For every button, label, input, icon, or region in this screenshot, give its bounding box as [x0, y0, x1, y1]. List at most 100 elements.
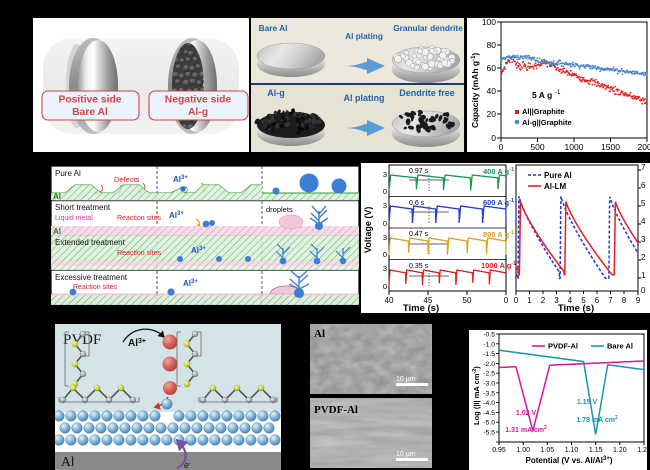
svg-text:Extended treatment: Extended treatment: [55, 238, 126, 247]
svg-text:Positive side: Positive side: [59, 95, 122, 106]
svg-text:Negative side: Negative side: [165, 95, 232, 106]
svg-text:-1.0: -1.0: [483, 341, 495, 348]
svg-text:0: 0: [383, 282, 387, 291]
svg-text:Voltage (V): Voltage (V): [363, 207, 373, 253]
svg-text:Al: Al: [314, 328, 325, 340]
svg-text:Al3+: Al3+: [173, 175, 188, 184]
svg-text:1: 1: [641, 271, 646, 280]
svg-text:2000: 2000: [638, 142, 650, 152]
svg-text:PVDF-Al: PVDF-Al: [548, 342, 578, 351]
svg-text:-4.0: -4.0: [483, 400, 495, 407]
svg-text:4: 4: [641, 217, 646, 226]
svg-text:Liquid metal: Liquid metal: [55, 215, 93, 222]
svg-text:1.00: 1.00: [516, 447, 530, 454]
svg-text:1.78 mA cm2: 1.78 mA cm2: [576, 415, 618, 424]
svg-text:1: 1: [527, 296, 532, 305]
svg-text:Pure Al: Pure Al: [55, 169, 81, 178]
svg-text:400 A g-1: 400 A g-1: [483, 167, 514, 176]
svg-text:-2.5: -2.5: [483, 371, 495, 378]
svg-text:50: 50: [463, 296, 472, 305]
svg-text:0: 0: [491, 133, 496, 143]
svg-text:5: 5: [641, 199, 646, 208]
svg-text:40: 40: [487, 86, 497, 96]
svg-text:2: 2: [541, 296, 546, 305]
svg-text:1500: 1500: [601, 142, 620, 152]
svg-text:Bare Al: Bare Al: [72, 107, 108, 118]
svg-text:Granular dendrite: Granular dendrite: [393, 23, 463, 33]
svg-text:Al plating: Al plating: [345, 31, 383, 41]
svg-text:Al: Al: [53, 227, 61, 236]
svg-text:PVDF-Al: PVDF-Al: [314, 404, 358, 416]
svg-text:600 A g-1: 600 A g-1: [483, 198, 514, 207]
svg-text:0: 0: [383, 250, 387, 259]
svg-text:1.31 mA cm2: 1.31 mA cm2: [505, 425, 547, 434]
svg-text:3: 3: [641, 235, 646, 244]
svg-text:7: 7: [608, 296, 613, 305]
svg-text:Al: Al: [61, 454, 75, 469]
svg-text:0.47 s: 0.47 s: [409, 231, 429, 238]
svg-text:0: 0: [499, 142, 504, 152]
svg-text:Short treatment: Short treatment: [55, 203, 111, 212]
svg-text:10 µm: 10 µm: [396, 376, 416, 383]
svg-text:Pure Al: Pure Al: [544, 171, 572, 180]
svg-text:Time (s): Time (s): [558, 303, 594, 313]
svg-text:0.35 s: 0.35 s: [409, 263, 429, 270]
svg-text:8: 8: [622, 296, 627, 305]
svg-text:0: 0: [383, 219, 387, 228]
svg-text:Reaction sites: Reaction sites: [73, 284, 117, 291]
svg-text:Time (s): Time (s): [403, 303, 439, 313]
svg-text:0.97 s: 0.97 s: [409, 168, 429, 175]
svg-text:-5.5: -5.5: [483, 430, 495, 437]
svg-text:6: 6: [641, 181, 646, 190]
svg-text:Excessive treatment: Excessive treatment: [55, 273, 128, 282]
svg-text:Al||Graphite: Al||Graphite: [522, 107, 565, 116]
svg-text:7: 7: [641, 163, 646, 172]
svg-text:1.02 V: 1.02 V: [516, 410, 537, 417]
svg-text:9: 9: [636, 296, 641, 305]
svg-text:Al-g||Graphite: Al-g||Graphite: [522, 118, 572, 127]
svg-text:1.15 V: 1.15 V: [577, 399, 598, 406]
svg-text:6: 6: [595, 296, 600, 305]
svg-text:droplets: droplets: [266, 205, 293, 214]
svg-text:0: 0: [504, 296, 509, 305]
svg-text:-4.5: -4.5: [483, 410, 495, 417]
svg-text:Al-g: Al-g: [188, 107, 208, 118]
svg-text:Dendrite free: Dendrite free: [399, 88, 455, 98]
svg-text:Al3+: Al3+: [169, 211, 184, 220]
svg-text:-3.0: -3.0: [483, 381, 495, 388]
svg-text:1000: 1000: [565, 142, 584, 152]
svg-text:Capacity (mAh g-1): Capacity (mAh g-1): [470, 53, 480, 128]
svg-text:Defects: Defects: [114, 175, 140, 184]
svg-text:1.15: 1.15: [589, 447, 603, 454]
svg-text:Reaction sites: Reaction sites: [117, 215, 161, 222]
svg-text:Potential (V vs. Al/Al3+): Potential (V vs. Al/Al3+): [525, 456, 612, 465]
svg-text:3: 3: [383, 201, 387, 210]
svg-text:Al-g: Al-g: [267, 88, 285, 98]
svg-text:1.05: 1.05: [540, 447, 554, 454]
svg-text:Reaction sites: Reaction sites: [117, 250, 161, 257]
svg-text:0.95: 0.95: [492, 447, 506, 454]
svg-text:2: 2: [641, 253, 646, 262]
svg-text:3: 3: [383, 233, 387, 242]
svg-text:40: 40: [385, 296, 394, 305]
svg-text:Al: Al: [53, 192, 61, 201]
svg-text:-0.5: -0.5: [483, 332, 495, 339]
svg-text:3: 3: [383, 264, 387, 273]
svg-text:1000 A g-1: 1000 A g-1: [481, 261, 516, 270]
svg-text:-1.5: -1.5: [483, 351, 495, 358]
svg-text:1.20: 1.20: [613, 447, 627, 454]
svg-text:1.10: 1.10: [565, 447, 579, 454]
svg-text:Bare Al: Bare Al: [607, 342, 633, 351]
svg-text:5 A g: 5 A g: [532, 90, 552, 100]
svg-text:Al3+: Al3+: [183, 279, 198, 288]
svg-text:100: 100: [482, 18, 496, 27]
svg-text:0: 0: [383, 187, 387, 196]
svg-text:3: 3: [383, 170, 387, 179]
svg-text:0: 0: [641, 286, 646, 295]
svg-text:80: 80: [487, 40, 497, 50]
svg-text:10 µm: 10 µm: [396, 451, 416, 458]
svg-text:Log (|I| mA cm-2): Log (|I| mA cm-2): [472, 366, 481, 425]
svg-text:Bare Al: Bare Al: [259, 23, 288, 33]
svg-text:Al-LM: Al-LM: [544, 182, 567, 191]
svg-text:-3.5: -3.5: [483, 390, 495, 397]
